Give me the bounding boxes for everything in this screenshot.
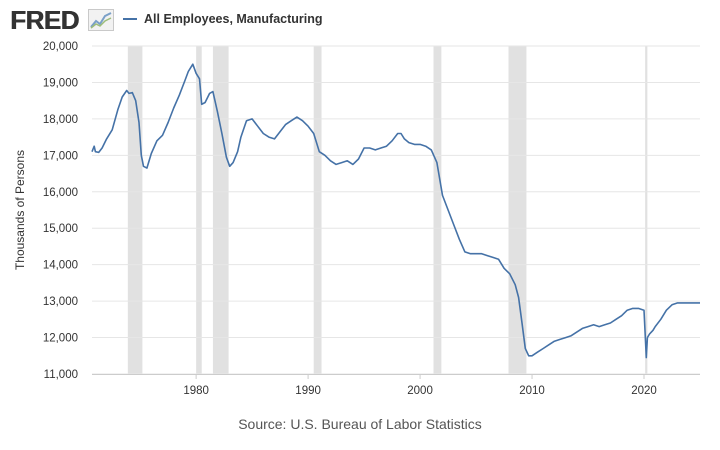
recession-band bbox=[645, 46, 648, 374]
x-tick-label: 2000 bbox=[407, 385, 433, 397]
y-axis-label: Thousands of Persons bbox=[13, 149, 27, 271]
y-tick-label: 20,000 bbox=[43, 41, 78, 53]
x-tick-label: 2010 bbox=[519, 385, 545, 397]
recession-band bbox=[196, 46, 202, 374]
legend-label: All Employees, Manufacturing bbox=[144, 12, 323, 26]
legend-swatch bbox=[123, 18, 137, 20]
y-tick-label: 14,000 bbox=[43, 260, 78, 272]
x-axis-ticks: 1980 1990 2000 2010 2020 bbox=[183, 374, 657, 397]
fred-logo[interactable]: FRED bbox=[10, 5, 79, 35]
x-tick-label: 2020 bbox=[631, 385, 657, 397]
y-tick-label: 13,000 bbox=[43, 296, 78, 308]
series-layer bbox=[91, 63, 700, 359]
chart-header: FRED All Employees, Manufacturing bbox=[0, 0, 720, 40]
x-tick-label: 1980 bbox=[183, 385, 209, 397]
y-axis-ticks: 11,000 12,000 13,000 14,000 15,000 16,000 17,0… bbox=[43, 41, 78, 381]
source-note: Source: U.S. Bureau of Labor Statistics bbox=[238, 416, 482, 432]
recession-band bbox=[433, 46, 442, 374]
y-tick-label: 18,000 bbox=[43, 114, 78, 126]
recession-band bbox=[313, 46, 322, 374]
series-line bbox=[91, 63, 700, 359]
x-tick-label: 1990 bbox=[295, 385, 321, 397]
recession-band bbox=[212, 46, 229, 374]
gridlines bbox=[92, 45, 700, 375]
y-tick-label: 17,000 bbox=[43, 150, 78, 162]
recession-shading bbox=[127, 46, 648, 374]
sparkline-icon bbox=[88, 9, 114, 31]
legend[interactable]: All Employees, Manufacturing bbox=[123, 11, 323, 27]
recession-band bbox=[127, 46, 143, 374]
recession-band bbox=[508, 46, 527, 374]
y-tick-label: 15,000 bbox=[43, 223, 78, 235]
y-tick-label: 19,000 bbox=[43, 77, 78, 89]
y-tick-label: 12,000 bbox=[43, 333, 78, 345]
y-tick-label: 16,000 bbox=[43, 187, 78, 199]
y-tick-label: 11,000 bbox=[44, 369, 78, 381]
